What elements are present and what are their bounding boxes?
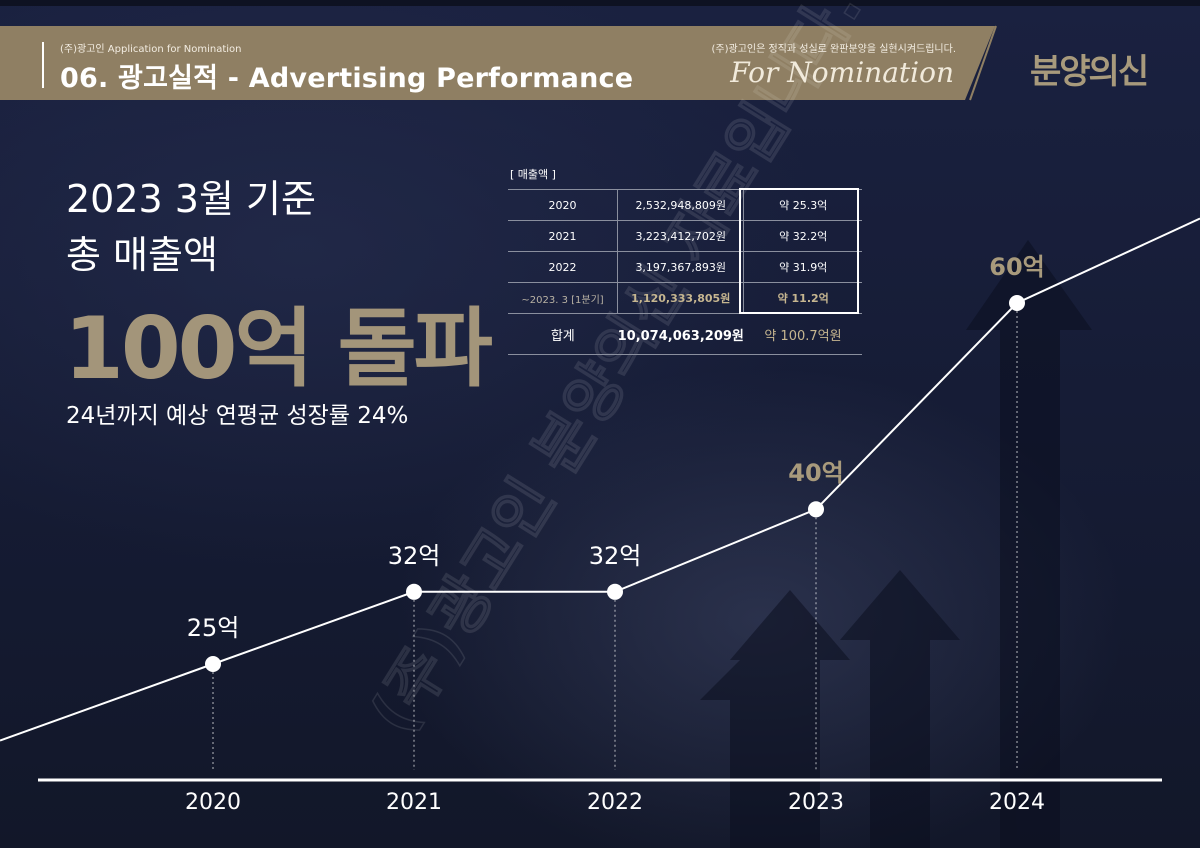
data-point xyxy=(607,583,623,600)
top-strip xyxy=(0,0,1200,6)
table-row: 2022 3,197,367,893원 약 31.9억 xyxy=(508,251,862,283)
headline-sub: 24년까지 예상 연평균 성장률 24% xyxy=(66,403,409,429)
period-cell: 2021 xyxy=(508,220,619,252)
headline-big: 100억 돌파 xyxy=(64,299,493,399)
amount-cell: 3,223,412,702원 xyxy=(617,220,745,252)
header-slogan: (주)광고인은 정직과 성실로 완판분양을 실현시켜드립니다. xyxy=(711,44,957,55)
table-row: 2021 3,223,412,702원 약 32.2억 xyxy=(508,220,862,252)
table-row: 2020 2,532,948,809원 약 25.3억 xyxy=(508,189,862,221)
data-points xyxy=(205,295,1025,672)
period-cell: ~2023. 3 [1분기] xyxy=(508,282,619,314)
sales-table: 2020 2,532,948,809원 약 25.3억 2021 3,223,4… xyxy=(508,189,862,355)
header-accent-line xyxy=(42,42,44,88)
sales-table-caption: [ 매출액 ] xyxy=(510,168,556,181)
data-point xyxy=(406,583,422,600)
x-tick-label: 2023 xyxy=(788,790,844,815)
headline-line1: 2023 3월 기준 xyxy=(66,177,316,221)
point-label: 60억 xyxy=(989,253,1045,281)
amount-cell: 3,197,367,893원 xyxy=(617,251,745,283)
bg-arrow-icon xyxy=(730,590,850,848)
header-tag: (주)광고인 Application for Nomination xyxy=(60,44,242,55)
x-tick-label: 2021 xyxy=(386,790,442,815)
amount-cell: 2,532,948,809원 xyxy=(617,189,745,221)
point-label: 40억 xyxy=(788,459,844,488)
total-label-cell: 합계 xyxy=(508,313,618,355)
header-slash xyxy=(969,25,997,101)
data-point xyxy=(1009,295,1025,311)
period-cell: 2020 xyxy=(508,189,619,221)
page-title: 06. 광고실적 - Advertising Performance xyxy=(60,63,634,94)
headline-line2: 총 매출액 xyxy=(66,233,218,277)
point-label: 25억 xyxy=(186,614,240,642)
header-bar xyxy=(0,26,995,100)
point-label: 32억 xyxy=(588,541,642,570)
total-amount-cell: 10,074,063,209원 xyxy=(617,313,744,355)
table-total-row: 합계 10,074,063,209원 약 100.7억원 xyxy=(508,313,862,355)
data-point xyxy=(808,501,824,518)
bg-arrow-icon xyxy=(966,240,1092,848)
approx-cell: 약 11.2억 xyxy=(743,282,862,314)
point-label: 32억 xyxy=(387,541,441,570)
data-point xyxy=(205,656,221,672)
approx-cell: 약 31.9억 xyxy=(743,251,862,283)
header-for-nomination: For Nomination xyxy=(730,56,954,89)
table-row: ~2023. 3 [1분기] 1,120,333,805원 약 11.2억 xyxy=(508,282,862,314)
x-tick-label: 2020 xyxy=(185,790,241,815)
approx-cell: 약 25.3억 xyxy=(743,189,862,221)
amount-cell: 1,120,333,805원 xyxy=(617,282,745,314)
guide-lines xyxy=(212,311,1018,770)
approx-column-highlight xyxy=(739,188,859,314)
total-approx-cell: 약 100.7억원 xyxy=(743,313,862,355)
brand-logo: 분양의신 xyxy=(1030,52,1149,92)
approx-cell: 약 32.2억 xyxy=(743,220,862,252)
period-cell: 2022 xyxy=(508,251,619,283)
x-tick-label: 2022 xyxy=(587,790,643,815)
x-tick-label: 2024 xyxy=(989,790,1045,815)
